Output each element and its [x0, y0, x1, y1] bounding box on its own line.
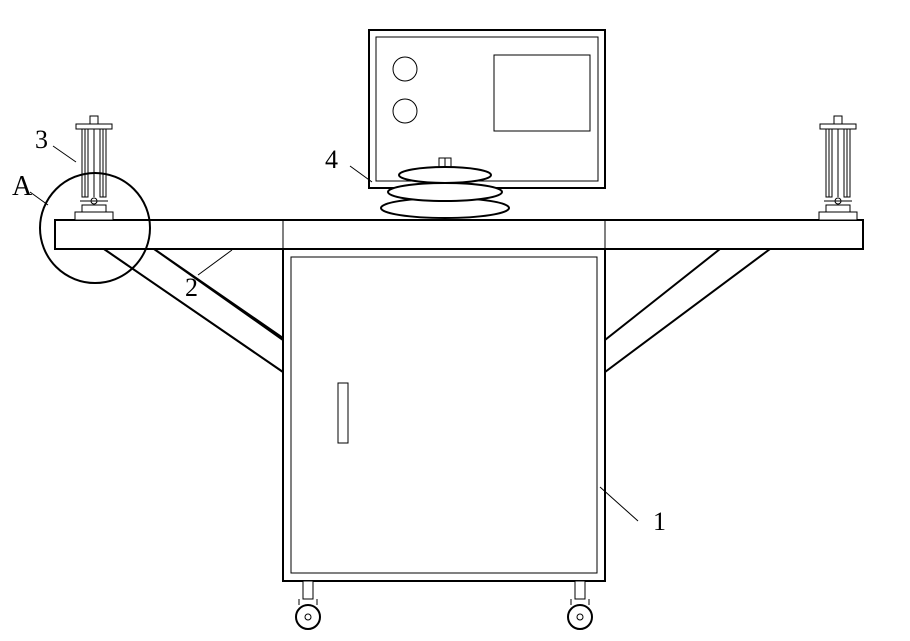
label-4: 4 — [325, 145, 338, 174]
label-A: A — [12, 171, 33, 202]
label-1: 1 — [653, 507, 666, 536]
label-2: 2 — [185, 273, 198, 302]
label-3: 3 — [35, 125, 48, 154]
patent-figure: A3 4 2 1 — [0, 0, 910, 641]
